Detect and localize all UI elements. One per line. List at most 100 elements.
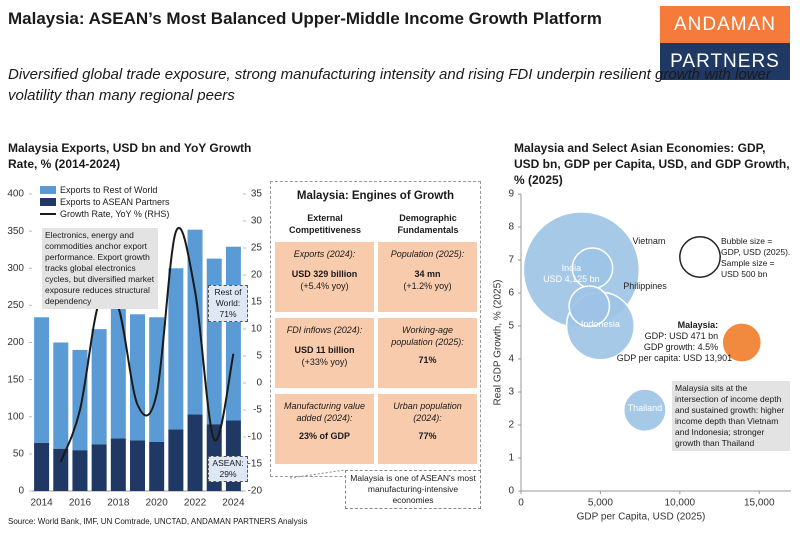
y-tick-label: 6 (508, 288, 514, 299)
x-tick-label: 15,000 (744, 498, 775, 509)
bar (225, 246, 241, 421)
metric-cell: Population (2025): 34 mn (+1.2% yoy) (378, 242, 477, 312)
metric-cell: FDI inflows (2024): USD 11 billion (+33% y… (275, 318, 374, 388)
size-legend-bubble (679, 236, 721, 278)
bubble (622, 388, 667, 433)
x-tick-label: 0 (518, 498, 524, 509)
legend: Exports to Rest of World Exports to ASEAN… (40, 184, 170, 220)
y2-tick-label: 15 (251, 297, 263, 308)
legend-item: Exports to ASEAN Partners (40, 196, 170, 208)
bubble-label: Philippines (623, 281, 667, 292)
x-tick-label: 10,000 (665, 498, 696, 509)
y2-tick-label: 0 (256, 378, 262, 389)
annotation: Electronics, energy and commodities anch… (42, 228, 158, 309)
x-tick-label: 2014 (30, 498, 53, 509)
x-axis-title: GDP per Capita, USD (2025) (577, 512, 706, 523)
metric-change: (+5.4% yoy) (300, 281, 349, 291)
y-tick-label: 1 (508, 453, 514, 464)
line (59, 227, 235, 463)
bubble-label: Vietnam (632, 236, 666, 247)
metric-cell: Exports (2024): USD 329 billion (+5.4% yoy… (275, 242, 374, 312)
bubble-label: India USD 4,125 bn (543, 262, 600, 284)
engines-panel: Malaysia: Engines of Growth External Com… (270, 181, 481, 477)
y-tick-label: 0 (508, 486, 514, 497)
y2-tick-label: 35 (251, 189, 263, 200)
size-legend-label: Bubble size = GDP, USD (2025). Sample si… (721, 236, 791, 279)
logo: ANDAMAN (660, 6, 790, 43)
bar (34, 317, 50, 443)
x-tick-label: 2022 (184, 498, 207, 509)
bubble-label: Thailand (627, 403, 663, 414)
x-tick-label: 2018 (107, 498, 130, 509)
bar (110, 306, 126, 439)
y-tick-label: 4 (508, 354, 514, 365)
y2-tick-label: 5 (256, 351, 262, 362)
metric-label: Urban population (2024): (393, 401, 462, 423)
metric-change: (+1.2% yoy) (403, 281, 452, 291)
bar (168, 429, 184, 491)
y2-tick-label: 20 (251, 270, 263, 281)
y-axis-title: Real GDP Growth, % (2025) (493, 280, 504, 406)
y2-tick-label: 10 (251, 324, 263, 335)
chart-title: Malaysia and Select Asian Economies: GDP… (514, 141, 790, 187)
highlight-label: GDP growth: 4.5% (643, 341, 719, 352)
y-tick-label: 250 (7, 300, 24, 311)
bar (130, 440, 145, 491)
bar (206, 258, 222, 425)
metric-cell: Manufacturing value added (2024): 23% of … (275, 394, 374, 464)
metric-value: 71% (418, 355, 437, 365)
legend-item: Exports to Rest of World (40, 184, 170, 196)
bubble (721, 322, 763, 363)
bar (168, 268, 184, 430)
y-tick-label: 3 (508, 387, 514, 398)
bar (149, 317, 165, 442)
legend-swatch (40, 198, 56, 206)
bar (91, 329, 107, 445)
chart-title: Malaysia Exports, USD bn and YoY Growth … (8, 141, 252, 171)
metric-label: FDI inflows (2024): (286, 325, 363, 335)
y2-tick-label: -10 (248, 432, 263, 443)
metric-change: (+33% yoy) (301, 357, 348, 367)
legend-swatch (40, 213, 56, 215)
logo: PARTNERS (660, 43, 790, 80)
page-title: Malaysia: ASEAN’s Most Balanced Upper-Mi… (8, 9, 602, 28)
metric-cell: Working-age population (2025): 71% (378, 318, 477, 388)
y2-tick-label: 30 (251, 216, 263, 227)
metric-value: 77% (418, 431, 437, 441)
y-tick-label: 0 (18, 486, 24, 497)
y2-tick-label: -20 (248, 486, 263, 497)
y2-tick-label: -15 (248, 459, 263, 470)
bar (53, 448, 69, 491)
metric-value: USD 329 billion (291, 269, 358, 279)
y-tick-label: 2 (508, 420, 514, 431)
legend-label: Exports to Rest of World (60, 185, 158, 195)
legend-label: Growth Rate, YoY % (RHS) (60, 209, 170, 219)
metric-label: Manufacturing value added (2024): (283, 401, 366, 423)
legend-item: Growth Rate, YoY % (RHS) (40, 208, 170, 220)
y-tick-label: 7 (508, 255, 514, 266)
highlight-label: GDP: USD 471 bn (644, 330, 719, 341)
x-tick-label: 5,000 (588, 498, 613, 509)
legend-label: Exports to ASEAN Partners (60, 197, 170, 207)
bar (130, 314, 145, 441)
bar (72, 450, 88, 491)
metric-label: Exports (2024): (293, 249, 356, 259)
column-header: External Competitiveness (288, 213, 362, 235)
y-tick-label: 8 (508, 222, 514, 233)
column-header: Demographic Fundamentals (397, 213, 459, 235)
bar (187, 414, 203, 491)
annotation: ASEAN: 29% (208, 456, 248, 482)
y-tick-label: 200 (7, 337, 24, 348)
legend-swatch (40, 186, 56, 194)
x-tick-label: 2016 (69, 498, 92, 509)
y-tick-label: 300 (7, 263, 24, 274)
bar (187, 229, 203, 415)
bar (72, 349, 88, 451)
metric-label: Population (2025): (390, 249, 465, 259)
metric-cell: Urban population (2024): 77% (378, 394, 477, 464)
metric-value: 23% of GDP (298, 431, 350, 441)
y-tick-label: 150 (7, 374, 24, 385)
panel-note: Malaysia is one of ASEAN's most manufact… (345, 470, 481, 509)
annotation: Rest of World: 71% (208, 285, 248, 322)
